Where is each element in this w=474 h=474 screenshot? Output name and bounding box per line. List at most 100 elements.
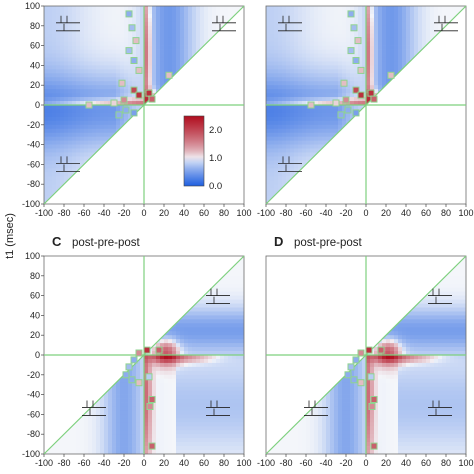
y-tick-label: 0 — [35, 100, 40, 110]
spike-pattern-icon — [56, 15, 80, 32]
data-point — [146, 403, 154, 410]
data-point — [350, 376, 358, 384]
spike-pattern-icon — [206, 400, 230, 416]
data-point — [125, 47, 133, 55]
x-tick-label: 80 — [441, 458, 451, 468]
x-tick-label: -60 — [77, 458, 90, 468]
spike-pattern-icon — [212, 15, 236, 32]
y-tick-label: -100 — [22, 199, 40, 209]
y-tick-label: 100 — [25, 251, 40, 261]
spike-pattern-icon — [82, 400, 106, 416]
data-point — [130, 109, 138, 117]
x-tick-label: -40 — [97, 208, 110, 218]
x-tick-label: 0 — [141, 458, 146, 468]
x-tick-label: 60 — [199, 208, 209, 218]
data-point — [148, 442, 156, 450]
data-point — [110, 99, 118, 107]
spike-pattern-icon — [434, 15, 458, 32]
x-tick-label: 40 — [179, 208, 189, 218]
y-tick-label: 0 — [35, 350, 40, 360]
data-point — [85, 101, 93, 109]
x-tick-label: -100 — [257, 458, 275, 468]
data-point — [370, 396, 378, 403]
x-tick-label: 60 — [199, 458, 209, 468]
x-tick-label: 20 — [159, 458, 169, 468]
data-point — [115, 111, 123, 119]
x-tick-label: -80 — [57, 208, 70, 218]
data-point — [135, 91, 143, 99]
x-tick-label: -20 — [339, 458, 352, 468]
y-tick-label: -80 — [27, 429, 40, 439]
x-tick-label: 100 — [236, 208, 251, 218]
spike-pattern-icon — [428, 400, 452, 416]
x-tick-label: 20 — [159, 208, 169, 218]
data-point — [365, 346, 373, 354]
spike-pattern-icon — [206, 288, 230, 304]
y-tick-label: 80 — [30, 21, 40, 31]
colorbar-tick-label: 1.0 — [209, 153, 222, 164]
data-point — [367, 89, 375, 97]
data-point — [344, 106, 352, 114]
data-point — [155, 346, 163, 354]
x-tick-label: 0 — [363, 458, 368, 468]
spike-pattern-icon — [278, 156, 302, 172]
x-tick-label: 80 — [441, 208, 451, 218]
data-point — [357, 91, 365, 99]
data-point — [352, 86, 360, 94]
data-point — [135, 66, 143, 74]
data-point — [337, 111, 345, 119]
y-tick-label: -60 — [27, 409, 40, 419]
x-tick-label: 40 — [179, 458, 189, 468]
panel-letter-D: D — [274, 234, 283, 249]
data-point — [130, 356, 138, 364]
data-point — [120, 96, 128, 104]
x-tick-label: -80 — [279, 208, 292, 218]
x-tick-label: 60 — [421, 208, 431, 218]
data-point — [122, 371, 130, 379]
data-point — [148, 396, 156, 403]
data-point — [350, 24, 358, 32]
y-tick-label: 80 — [30, 271, 40, 281]
data-point — [145, 373, 153, 381]
spike-pattern-icon — [56, 156, 80, 172]
y-tick-label: -80 — [27, 179, 40, 189]
colorbar-tick-label: 2.0 — [209, 125, 222, 136]
data-point — [165, 71, 173, 79]
x-tick-label: -100 — [35, 458, 53, 468]
data-point — [148, 95, 156, 103]
x-tick-label: -20 — [117, 458, 130, 468]
x-tick-label: 0 — [141, 208, 146, 218]
x-tick-label: 80 — [219, 208, 229, 218]
data-point — [347, 10, 355, 18]
data-point — [145, 89, 153, 97]
y-tick-label: -40 — [27, 140, 40, 150]
data-point — [354, 37, 362, 45]
x-tick-label: 40 — [401, 458, 411, 468]
y-tick-label: -20 — [27, 370, 40, 380]
spike-pattern-icon — [428, 288, 452, 304]
y-tick-label: -20 — [27, 120, 40, 130]
data-point — [332, 99, 340, 107]
data-point — [132, 37, 140, 45]
y-tick-label: -60 — [27, 159, 40, 169]
data-point — [352, 356, 360, 364]
x-tick-label: -60 — [77, 208, 90, 218]
data-point — [370, 442, 378, 450]
data-point — [387, 71, 395, 79]
data-point — [377, 346, 385, 354]
x-tick-label: 100 — [458, 458, 473, 468]
heatmap-C — [44, 256, 244, 454]
data-point — [125, 10, 133, 18]
data-point — [367, 373, 375, 381]
y-axis-label: t1 (msec) — [4, 213, 16, 259]
data-point — [347, 363, 355, 371]
x-tick-label: -80 — [279, 458, 292, 468]
x-tick-label: -40 — [319, 208, 332, 218]
data-point — [307, 101, 315, 109]
data-point — [128, 24, 136, 32]
y-tick-label: 40 — [30, 60, 40, 70]
y-tick-label: -100 — [22, 449, 40, 459]
data-point — [135, 379, 143, 387]
x-tick-label: -100 — [35, 208, 53, 218]
